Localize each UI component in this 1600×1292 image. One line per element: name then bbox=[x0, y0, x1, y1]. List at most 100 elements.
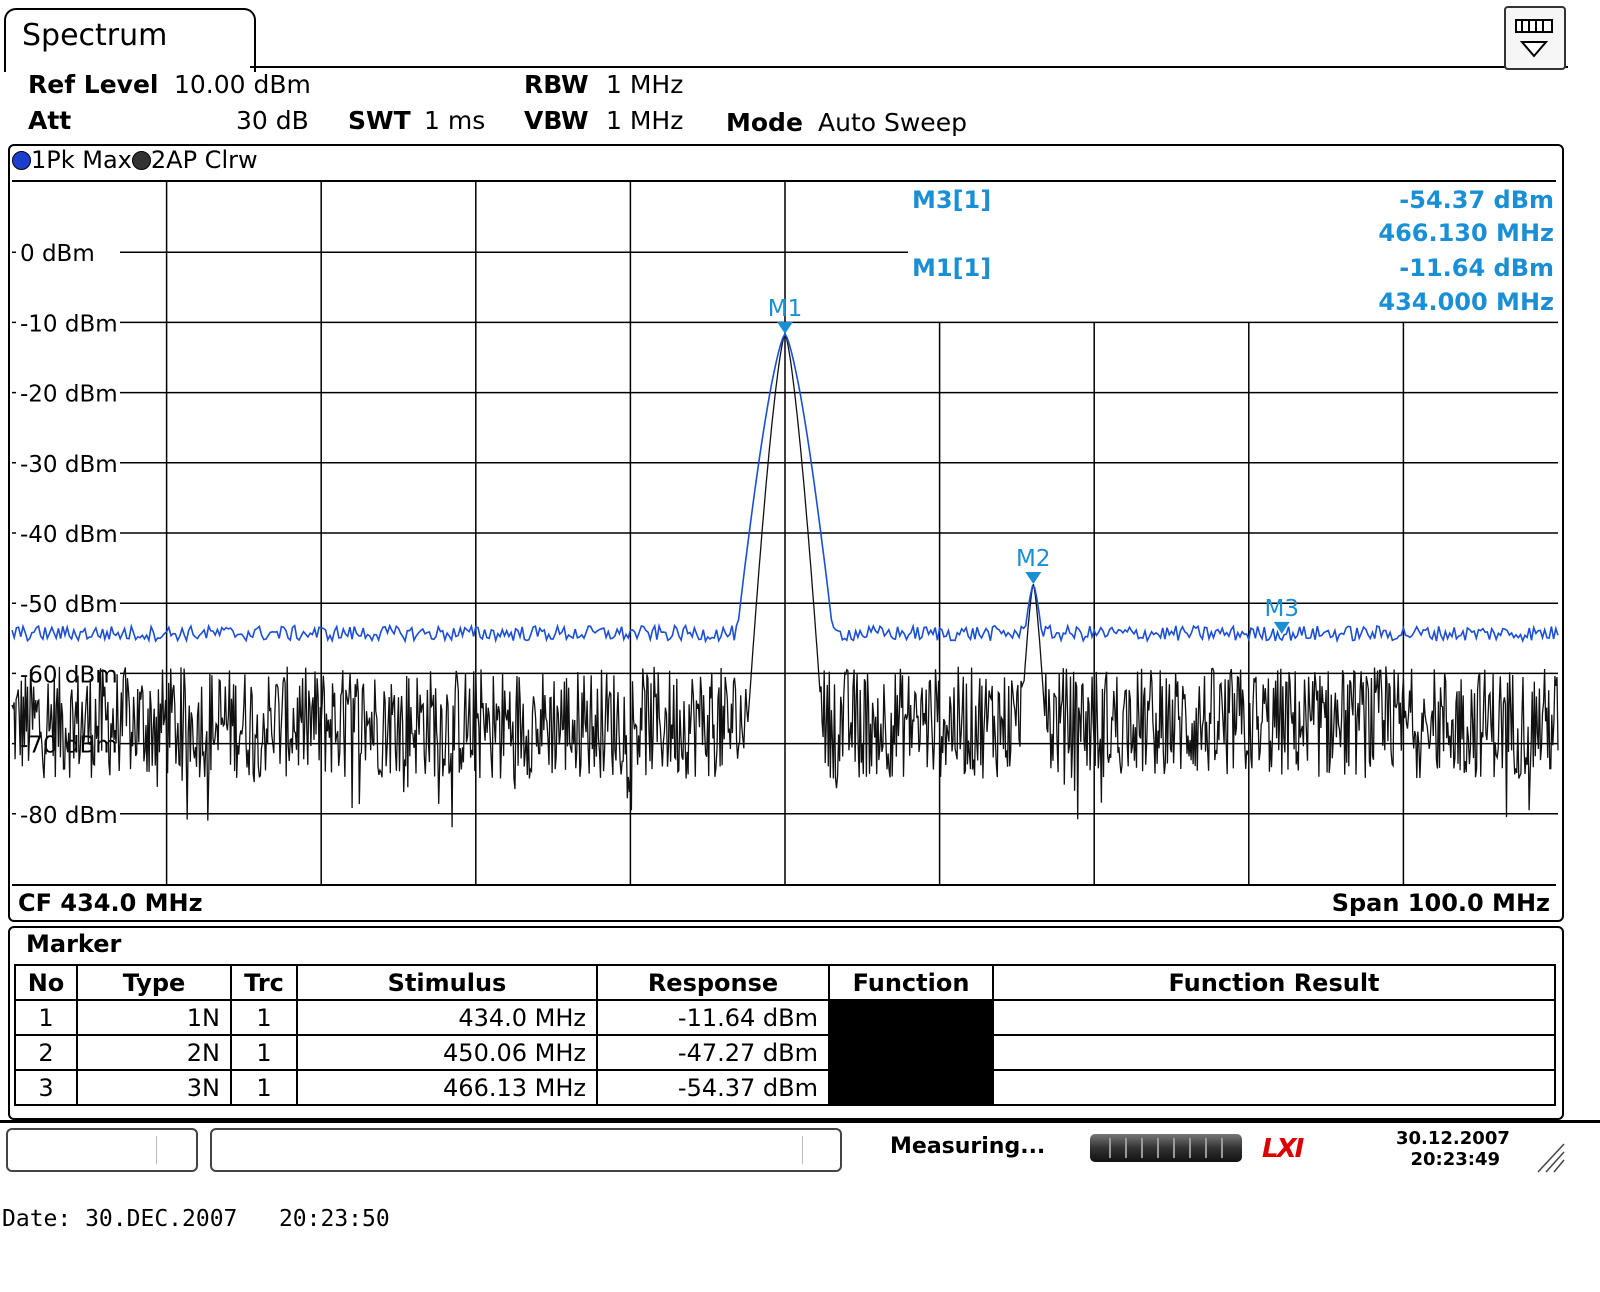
col-no: No bbox=[14, 964, 78, 1001]
plot-footer-divider bbox=[12, 884, 1556, 886]
cell-response: -54.37 dBm bbox=[596, 1069, 830, 1106]
y-tick-bg bbox=[16, 239, 120, 266]
table-row[interactable]: 2 2N 1 450.06 MHz -47.27 dBm bbox=[14, 1034, 1556, 1071]
cell-trc: 1 bbox=[230, 999, 298, 1036]
cell-function bbox=[828, 999, 994, 1036]
tab-title: Spectrum bbox=[22, 18, 168, 53]
y-tick-label: 0 dBm bbox=[20, 241, 95, 267]
status-time: 20:23:49 bbox=[1410, 1149, 1500, 1170]
y-tick-bg bbox=[16, 379, 120, 406]
ref-level-value[interactable]: 10.00 dBm bbox=[174, 70, 311, 99]
spectrum-tab[interactable] bbox=[4, 8, 256, 72]
status-field-1[interactable] bbox=[6, 1128, 198, 1172]
col-stimulus: Stimulus bbox=[296, 964, 598, 1001]
att-label: Att bbox=[28, 106, 72, 135]
ref-level-label: Ref Level bbox=[28, 70, 159, 99]
swt-label: SWT bbox=[348, 106, 411, 135]
marker-m3-triangle bbox=[1273, 621, 1290, 634]
y-tick-label: -40 dBm bbox=[20, 522, 118, 548]
marker-m1-triangle bbox=[777, 321, 793, 334]
mode-value[interactable]: Auto Sweep bbox=[818, 108, 967, 137]
vbw-value[interactable]: 1 MHz bbox=[606, 106, 684, 135]
table-row[interactable]: 1 1N 1 434.0 MHz -11.64 dBm bbox=[14, 999, 1556, 1036]
trace-legend: 1Pk Max 2AP Clrw bbox=[12, 146, 258, 174]
rbw-value[interactable]: 1 MHz bbox=[606, 70, 684, 99]
y-tick-label: -80 dBm bbox=[20, 803, 118, 829]
mode-label: Mode bbox=[726, 108, 803, 137]
readout-m1-freq: 434.000 MHz bbox=[1378, 288, 1554, 316]
swt-value[interactable]: 1 ms bbox=[424, 106, 486, 135]
marker-m2-label: M2 bbox=[1016, 546, 1050, 572]
cell-type: 1N bbox=[76, 999, 232, 1036]
resize-grip-icon[interactable] bbox=[1534, 1140, 1566, 1174]
cell-no: 1 bbox=[14, 999, 78, 1036]
col-trc: Trc bbox=[230, 964, 298, 1001]
y-tick-label: -30 dBm bbox=[20, 452, 118, 478]
vbw-label: VBW bbox=[524, 106, 589, 135]
progress-segments bbox=[1109, 1138, 1223, 1158]
readout-m3-label: M3[1] bbox=[912, 186, 991, 214]
y-tick-label: -20 dBm bbox=[20, 382, 118, 408]
col-function-result: Function Result bbox=[992, 964, 1556, 1001]
trace-info-bar bbox=[12, 146, 1556, 182]
cell-function bbox=[828, 1069, 994, 1106]
y-tick-bg bbox=[16, 590, 120, 617]
readout-m1-label: M1[1] bbox=[912, 254, 991, 282]
y-tick-bg bbox=[16, 309, 120, 336]
marker-m1-label: M1 bbox=[768, 296, 802, 322]
col-response: Response bbox=[596, 964, 830, 1001]
readout-m3-level: -54.37 dBm bbox=[1399, 186, 1554, 214]
cell-response: -47.27 dBm bbox=[596, 1034, 830, 1071]
chart-grid bbox=[12, 182, 1558, 884]
marker-readout: M3[1] -54.37 dBm 466.130 MHz M1[1] -11.6… bbox=[912, 186, 1554, 316]
marker-symbols: M1 M2 M3 bbox=[768, 296, 1299, 634]
y-tick-label: -50 dBm bbox=[20, 592, 118, 618]
cell-function bbox=[828, 1034, 994, 1071]
status-field-2[interactable] bbox=[210, 1128, 842, 1172]
y-tick-bg bbox=[16, 520, 120, 546]
cell-result bbox=[992, 999, 1556, 1036]
trace2-label[interactable]: 2AP Clrw bbox=[150, 146, 258, 174]
rbw-label: RBW bbox=[524, 70, 589, 99]
readout-m3-freq: 466.130 MHz bbox=[1378, 219, 1554, 247]
spectrum-chart[interactable]: 0 dBm -10 dBm -20 dBm -30 dBm -40 dBm -50 dBm… bbox=[0, 0, 1600, 930]
table-row[interactable]: 3 3N 1 466.13 MHz -54.37 dBm bbox=[14, 1069, 1556, 1106]
center-frequency[interactable]: CF 434.0 MHz bbox=[18, 889, 203, 917]
status-bar-divider bbox=[0, 1120, 1600, 1123]
cell-type: 3N bbox=[76, 1069, 232, 1106]
header-divider bbox=[250, 66, 1568, 68]
cell-response: -11.64 dBm bbox=[596, 999, 830, 1036]
cell-type: 2N bbox=[76, 1034, 232, 1071]
marker-m3-label: M3 bbox=[1264, 596, 1298, 622]
y-tick-label: -10 dBm bbox=[20, 311, 118, 337]
trace1-dot-icon bbox=[12, 151, 31, 170]
status-date: 30.12.2007 bbox=[1396, 1128, 1510, 1149]
y-tick-bg bbox=[16, 800, 120, 827]
span[interactable]: Span 100.0 MHz bbox=[1331, 889, 1550, 917]
y-tick-bg bbox=[16, 449, 120, 476]
print-footer-date: Date: 30.DEC.2007 20:23:50 bbox=[2, 1206, 390, 1232]
status-text: Measuring... bbox=[890, 1134, 1046, 1159]
lxi-logo: LXI bbox=[1262, 1134, 1304, 1164]
marker-m2-triangle bbox=[1025, 572, 1042, 585]
marker-table-title: Marker bbox=[26, 930, 122, 958]
readout-m1-level: -11.64 dBm bbox=[1399, 254, 1554, 282]
cell-result bbox=[992, 1069, 1556, 1106]
cell-stimulus: 434.0 MHz bbox=[296, 999, 598, 1036]
sweep-progress-bar bbox=[1090, 1134, 1242, 1162]
trace1-label[interactable]: 1Pk Max bbox=[31, 146, 132, 174]
display-dropdown-button[interactable] bbox=[1504, 6, 1566, 70]
cell-result bbox=[992, 1034, 1556, 1071]
cell-no: 3 bbox=[14, 1069, 78, 1106]
col-function: Function bbox=[828, 964, 994, 1001]
cell-stimulus: 466.13 MHz bbox=[296, 1069, 598, 1106]
status-datetime: 30.12.2007 20:23:49 bbox=[1396, 1128, 1510, 1170]
cell-no: 2 bbox=[14, 1034, 78, 1071]
marker-table: No Type Trc Stimulus Response Function F… bbox=[14, 964, 1556, 1106]
col-type: Type bbox=[76, 964, 232, 1001]
trace2-dot-icon bbox=[131, 151, 151, 170]
cell-stimulus: 450.06 MHz bbox=[296, 1034, 598, 1071]
cell-trc: 1 bbox=[230, 1034, 298, 1071]
att-value[interactable]: 30 dB bbox=[236, 106, 309, 135]
cell-trc: 1 bbox=[230, 1069, 298, 1106]
